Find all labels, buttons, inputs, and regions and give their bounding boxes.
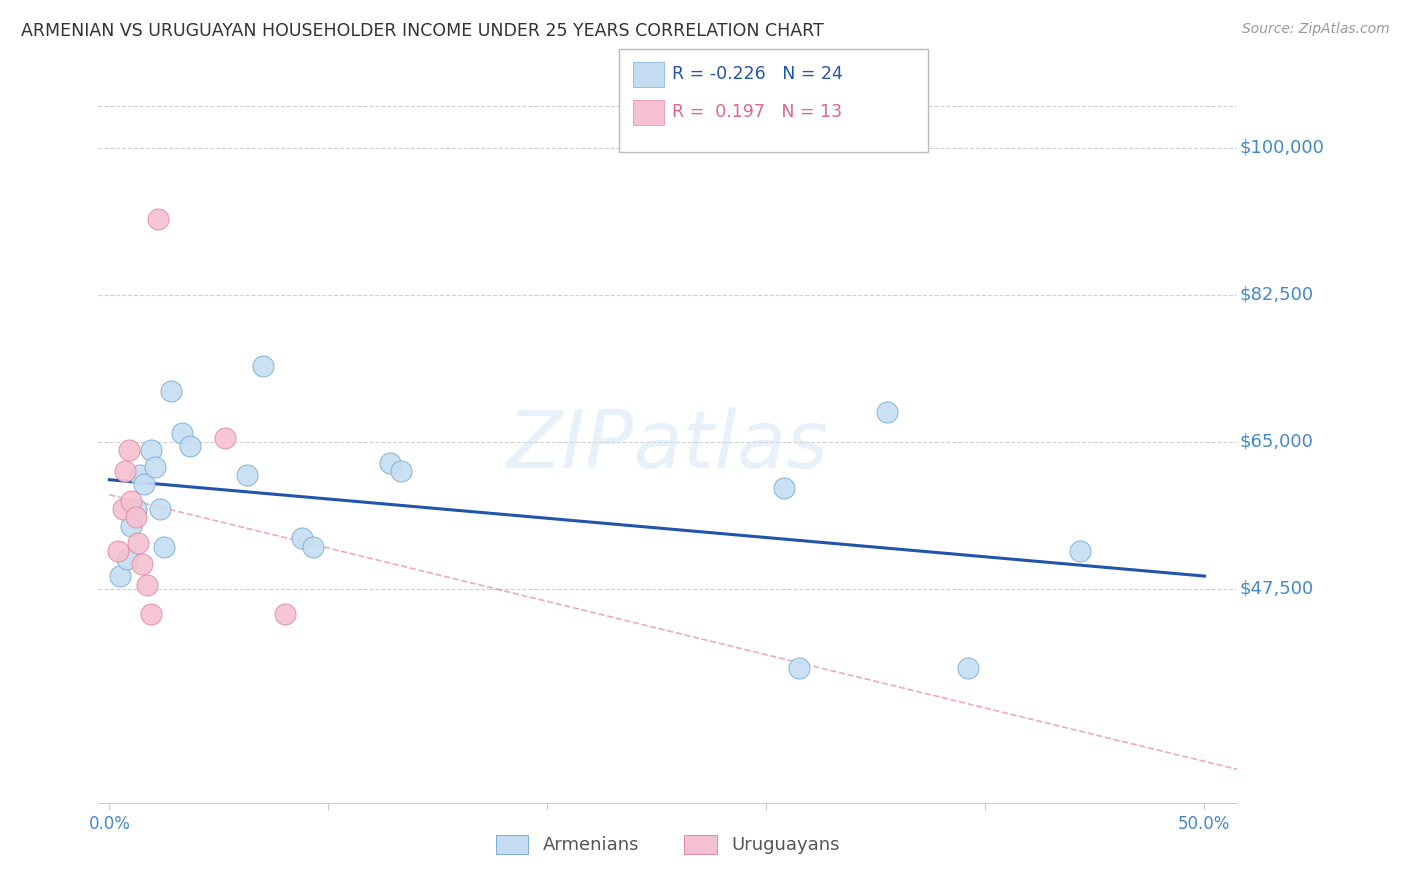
Text: $100,000: $100,000	[1240, 139, 1324, 157]
Text: R = -0.226   N = 24: R = -0.226 N = 24	[672, 65, 844, 83]
Point	[115, 552, 138, 566]
Text: $47,500: $47,500	[1240, 580, 1313, 598]
Point	[145, 460, 167, 475]
Point	[134, 476, 156, 491]
Point	[118, 443, 141, 458]
Point	[124, 510, 146, 524]
Point	[159, 384, 181, 399]
Point	[170, 426, 193, 441]
Point	[120, 518, 142, 533]
Point	[787, 661, 810, 675]
Point	[146, 212, 169, 227]
Point	[291, 532, 314, 546]
Point	[236, 468, 259, 483]
Point	[107, 544, 129, 558]
Point	[110, 569, 132, 583]
Point	[876, 405, 898, 419]
Point	[252, 359, 274, 374]
Point	[378, 456, 401, 470]
Point	[214, 431, 236, 445]
Point	[131, 557, 153, 571]
Point	[956, 661, 979, 675]
Point	[120, 493, 142, 508]
Point	[139, 443, 162, 458]
Text: $65,000: $65,000	[1240, 433, 1313, 450]
Point	[273, 607, 295, 621]
Text: Source: ZipAtlas.com: Source: ZipAtlas.com	[1241, 22, 1389, 37]
Text: ARMENIAN VS URUGUAYAN HOUSEHOLDER INCOME UNDER 25 YEARS CORRELATION CHART: ARMENIAN VS URUGUAYAN HOUSEHOLDER INCOME…	[21, 22, 824, 40]
Point	[302, 540, 325, 554]
Text: ZIPatlas: ZIPatlas	[506, 407, 830, 485]
Text: R =  0.197   N = 13: R = 0.197 N = 13	[672, 103, 842, 121]
Point	[135, 577, 157, 591]
Point	[179, 439, 201, 453]
Legend: Armenians, Uruguayans: Armenians, Uruguayans	[489, 828, 846, 862]
Point	[153, 540, 176, 554]
Point	[129, 468, 152, 483]
Point	[111, 502, 134, 516]
Text: $82,500: $82,500	[1240, 285, 1313, 304]
Point	[1069, 544, 1091, 558]
Point	[139, 607, 162, 621]
Point	[127, 535, 149, 549]
Point	[124, 502, 146, 516]
Point	[389, 464, 412, 478]
Point	[773, 481, 796, 495]
Point	[149, 502, 172, 516]
Point	[114, 464, 136, 478]
